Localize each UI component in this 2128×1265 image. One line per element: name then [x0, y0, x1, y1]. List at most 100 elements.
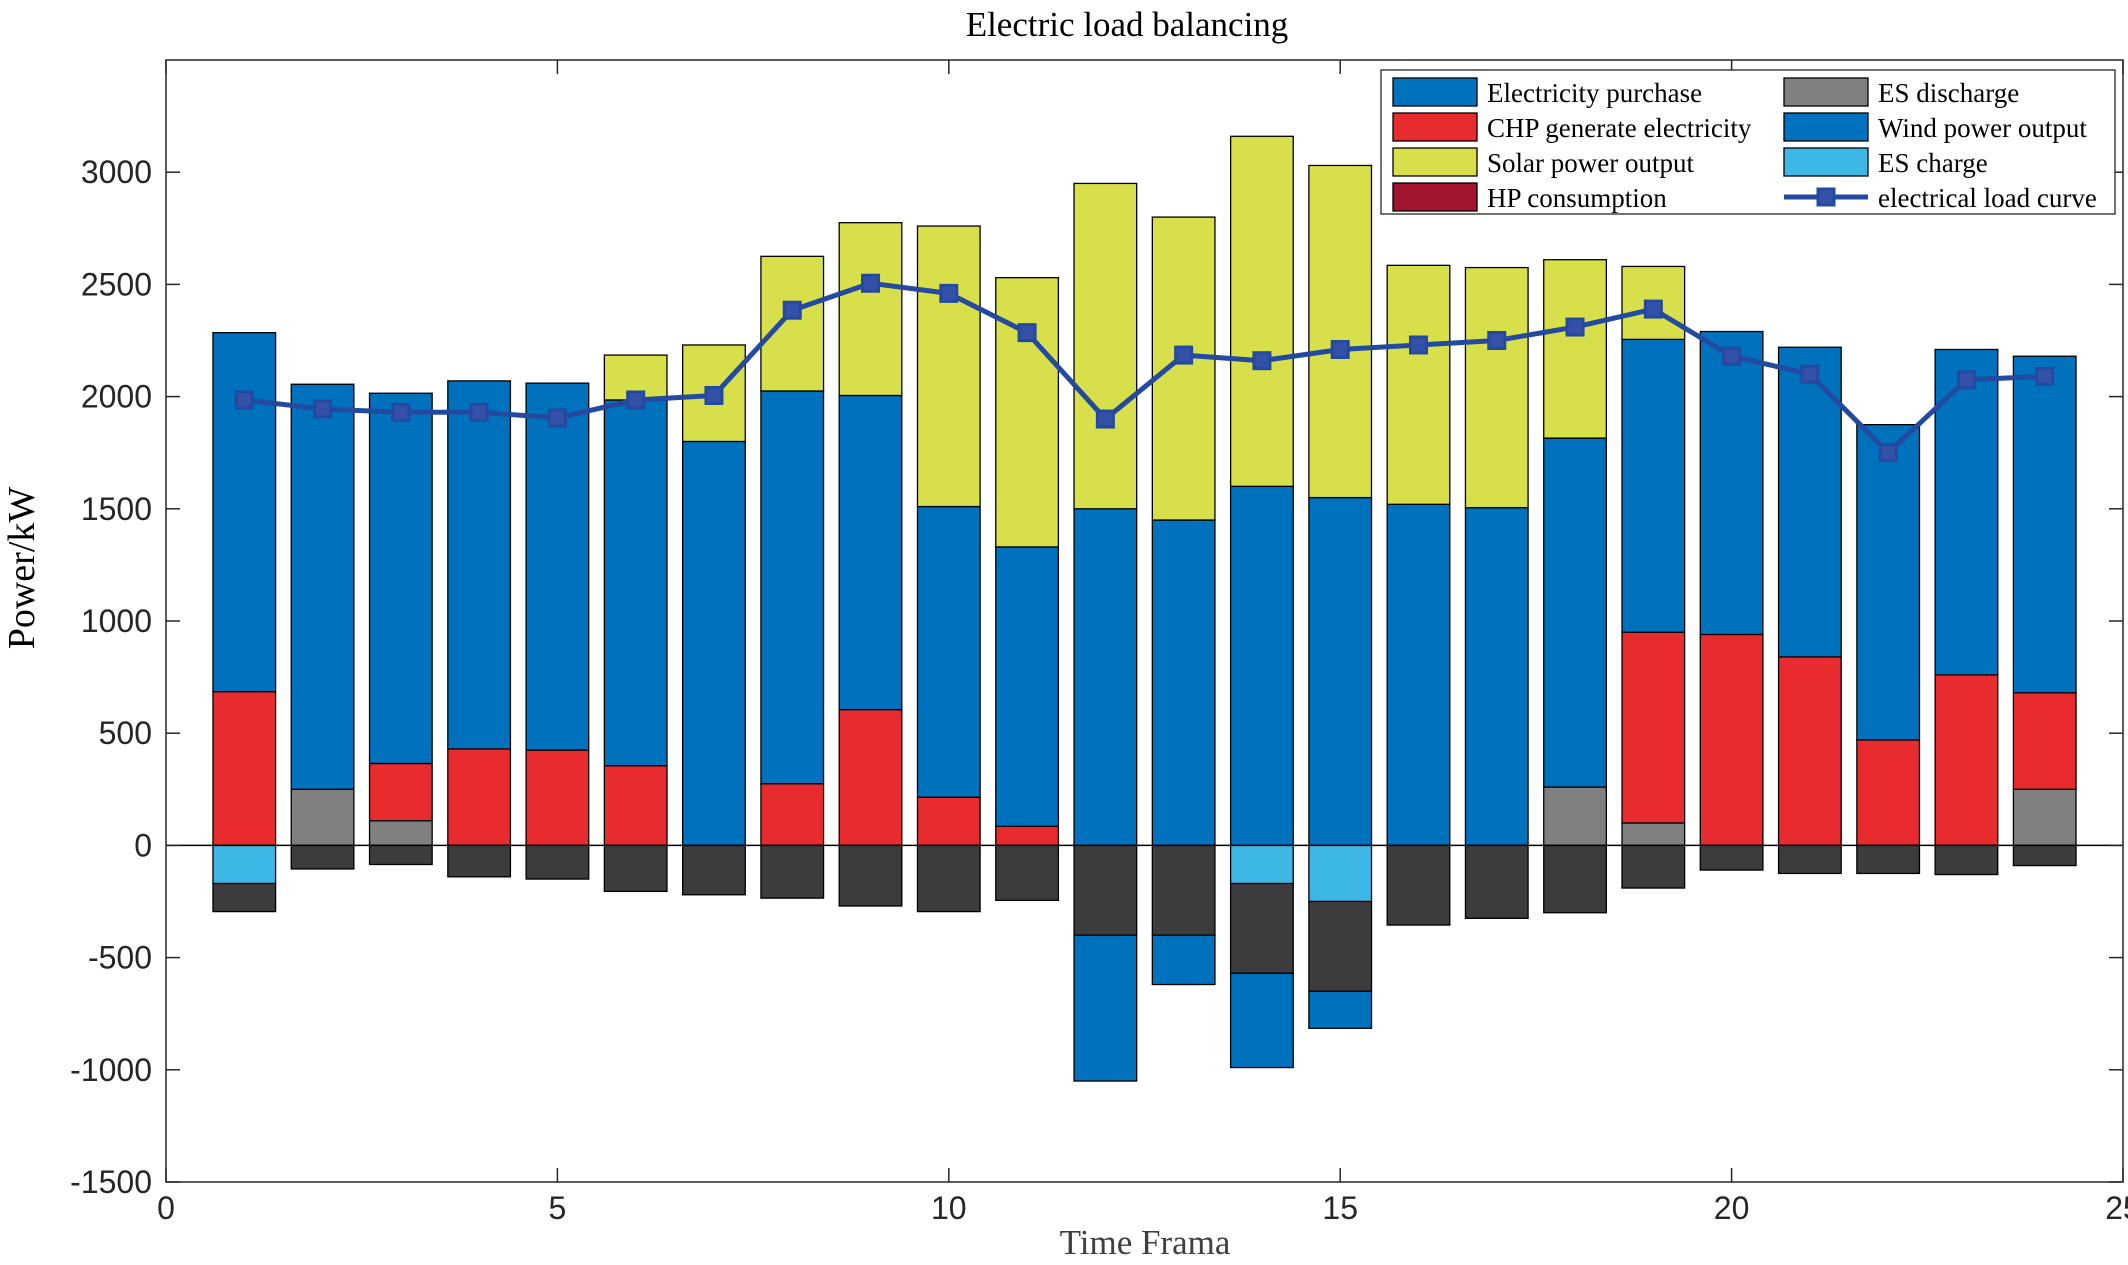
x-tick-label: 15: [1322, 1190, 1358, 1226]
ticks-layer: -1500 -1000 -500 0 500 1000 1500 2000 2500 3000 0 5…: [70, 60, 2128, 1226]
load-curve-marker: [1095, 409, 1115, 429]
load-curve-marker: [1330, 339, 1350, 359]
bar-chp: [1856, 739, 1921, 847]
bar-electricity-purchase: [290, 383, 355, 790]
bar-solar: [1073, 182, 1138, 510]
bar-hp-bar: [525, 844, 590, 880]
bar-hp-bar: [995, 844, 1060, 902]
bar-chp: [1777, 656, 1842, 847]
legend-swatch-wind: [1783, 112, 1869, 142]
y-tick-label: -500: [88, 940, 152, 976]
legend-label-load-curve: electrical load curve: [1878, 183, 2097, 213]
load-curve-marker: [1487, 331, 1507, 350]
load-curve-marker: [782, 300, 802, 320]
load-curve-layer: [234, 273, 2055, 463]
bar-chp: [1699, 633, 1764, 847]
legend-swatch-chp: [1392, 112, 1478, 142]
x-tick-label: 10: [931, 1190, 967, 1226]
bar-wind: [1151, 934, 1216, 986]
bar-chp: [760, 783, 825, 847]
load-curve-marker: [391, 402, 411, 422]
bar-chp: [603, 765, 668, 847]
x-tick-label: 25: [2105, 1190, 2128, 1226]
bar-electricity-purchase: [1386, 503, 1451, 847]
legend-swatch-solar: [1392, 147, 1478, 177]
bar-hp-bar: [1543, 844, 1608, 914]
bar-es-discharge: [368, 820, 433, 847]
bar-electricity-purchase: [368, 392, 433, 765]
load-curve-line: [243, 280, 2045, 456]
bar-electricity-purchase: [838, 394, 903, 711]
legend-marker-load-curve: [1816, 187, 1836, 207]
bar-electricity-purchase: [916, 505, 981, 798]
bar-hp-bar: [916, 844, 981, 913]
bar-chp: [1621, 631, 1686, 824]
bar-hp-bar: [1621, 844, 1686, 889]
load-curve-marker: [2035, 366, 2055, 386]
bar-hp-bar: [1073, 844, 1138, 936]
load-curve-marker: [234, 390, 254, 410]
y-tick-label: 2500: [81, 266, 152, 302]
bar-electricity-purchase: [447, 380, 512, 750]
bar-electricity-purchase: [1151, 519, 1216, 847]
load-curve-marker: [1565, 317, 1585, 337]
bar-chp: [916, 796, 981, 847]
bar-chp: [1934, 674, 1999, 847]
bar-solar: [1308, 164, 1373, 499]
legend-label-es-discharge: ES discharge: [1878, 78, 2019, 108]
bar-hp-bar: [2012, 844, 2077, 867]
x-tick-label: 5: [549, 1190, 567, 1226]
bar-chp: [995, 825, 1060, 847]
legend: Electricity purchase ES discharge CHP gene…: [1380, 69, 2116, 215]
legend-label-electricity-purchase: Electricity purchase: [1487, 78, 1702, 108]
bar-hp-bar: [212, 882, 277, 913]
y-tick-label: 1500: [81, 491, 152, 527]
bar-hp-bar: [1386, 844, 1451, 926]
bar-electricity-purchase: [1934, 348, 1999, 676]
bar-solar: [995, 277, 1060, 548]
bar-solar: [1543, 259, 1608, 439]
bar-hp-bar: [681, 844, 746, 896]
y-tick-label: 500: [99, 715, 152, 751]
bar-electricity-purchase: [212, 331, 277, 693]
load-curve-marker: [547, 408, 567, 428]
bar-wind: [1229, 972, 1294, 1069]
bar-solar: [1229, 135, 1294, 488]
y-tick-label: 3000: [81, 154, 152, 190]
bar-hp-bar: [1856, 844, 1921, 875]
legend-swatch-es-discharge: [1783, 77, 1869, 107]
load-curve-marker: [939, 283, 959, 303]
x-tick-label: 0: [157, 1190, 175, 1226]
bar-hp-bar: [1934, 844, 1999, 876]
bar-solar: [1464, 266, 1529, 509]
bar-electricity-purchase: [1543, 437, 1608, 788]
legend-swatch-electricity-purchase: [1392, 77, 1478, 107]
bar-chp: [525, 749, 590, 847]
load-curve-marker: [1800, 364, 1820, 384]
bar-electricity-purchase: [1621, 338, 1686, 633]
bar-hp-bar: [603, 844, 668, 893]
bar-electricity-purchase: [1229, 485, 1294, 847]
bar-hp-bar: [1699, 844, 1764, 871]
bar-chp: [2012, 692, 2077, 790]
bar-hp-bar: [447, 844, 512, 878]
bar-electricity-purchase: [1856, 423, 1921, 741]
legend-label-es-charge: ES charge: [1878, 148, 1988, 178]
bar-electricity-purchase: [760, 390, 825, 785]
bar-es-discharge: [2012, 788, 2077, 847]
bar-hp-bar: [1308, 900, 1373, 992]
load-curve-marker: [704, 385, 724, 405]
bars-layer: [166, 135, 2123, 1082]
bar-hp-bar: [1229, 882, 1294, 974]
y-tick-label: 1000: [81, 603, 152, 639]
bar-hp-bar: [1464, 844, 1529, 919]
legend-swatch-hp: [1392, 182, 1478, 212]
chart-title: Electric load balancing: [966, 5, 1289, 44]
bar-electricity-purchase: [1699, 330, 1764, 636]
load-curve-marker: [1174, 345, 1194, 365]
load-curve-marker: [1956, 370, 1976, 390]
bar-electricity-purchase: [681, 440, 746, 847]
bar-hp-bar: [368, 844, 433, 866]
legend-label-wind: Wind power output: [1878, 113, 2087, 143]
